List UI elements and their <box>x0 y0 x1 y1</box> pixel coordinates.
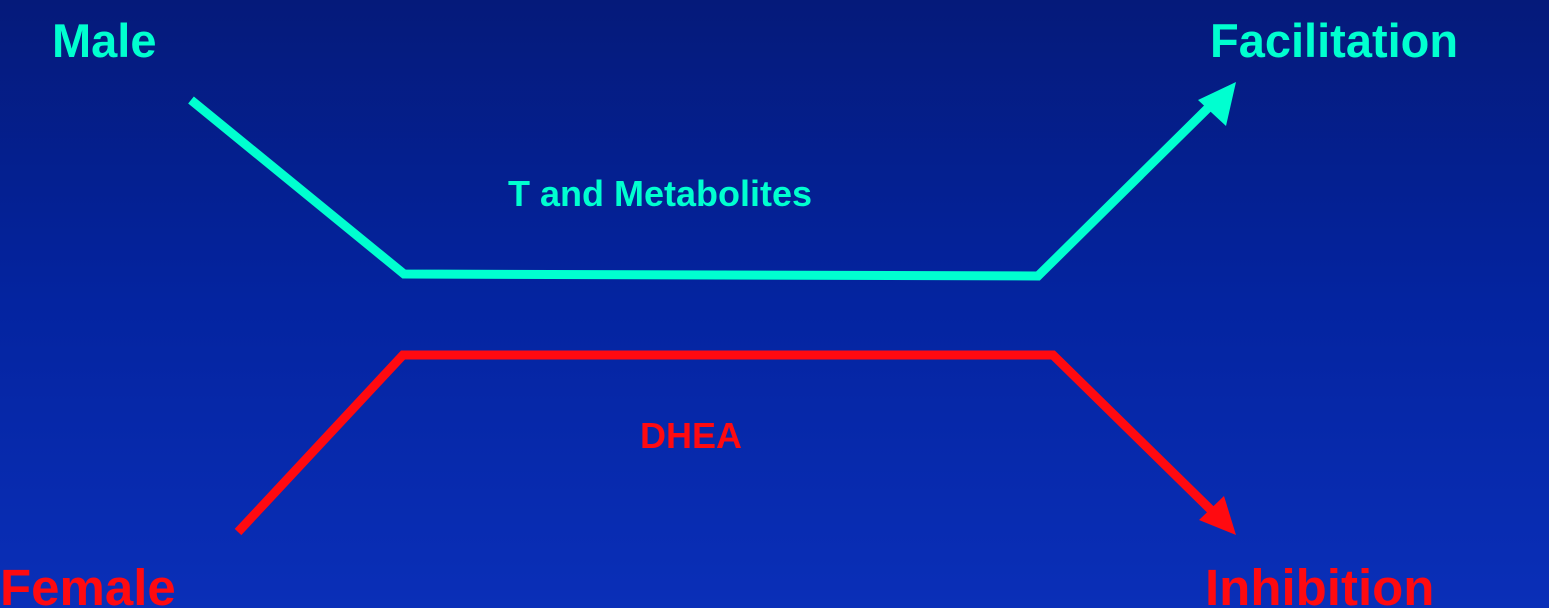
inhibition-arrowhead <box>1199 496 1236 535</box>
female-label: Female <box>0 559 176 608</box>
t-and-metabolites-label: T and Metabolites <box>508 173 813 214</box>
facilitation-label: Facilitation <box>1210 14 1459 67</box>
female-pathway-line <box>234 350 1217 536</box>
facilitation-arrowhead <box>1198 82 1236 126</box>
dhea-label: DHEA <box>640 415 743 456</box>
inhibition-label: Inhibition <box>1205 559 1435 608</box>
male-pathway-line <box>188 96 1212 281</box>
male-label: Male <box>52 14 157 67</box>
